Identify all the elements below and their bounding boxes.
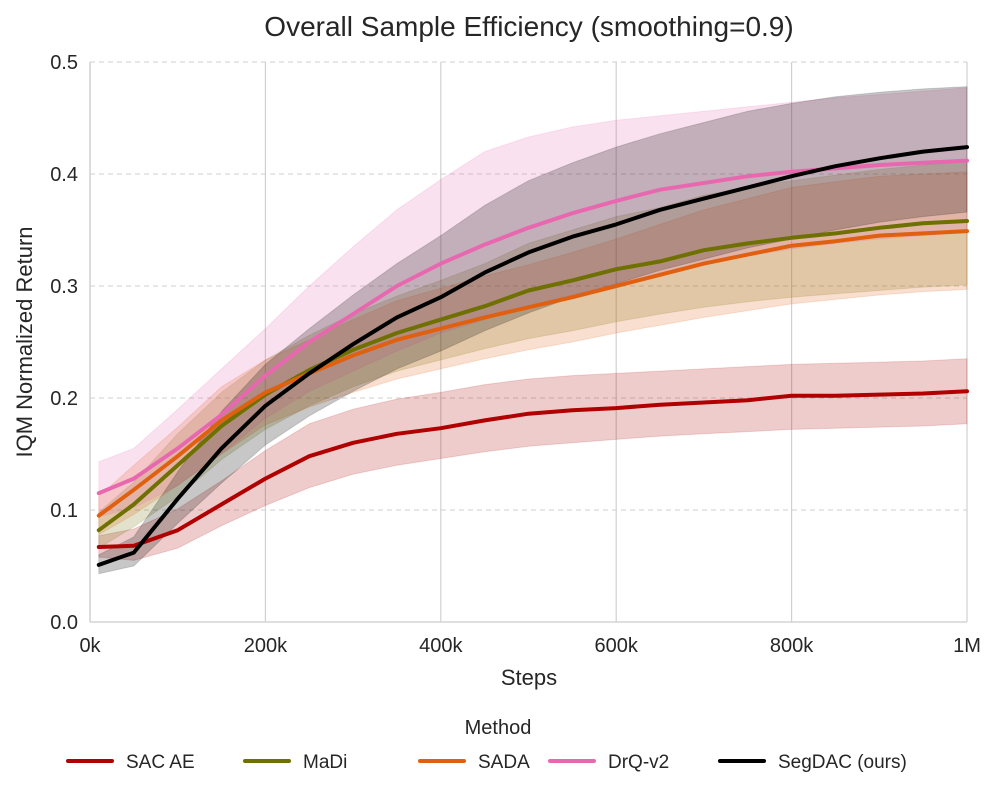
series-lines [96, 145, 969, 567]
y-tick-label: 0.0 [50, 612, 78, 634]
tick-labels: 0k 200k 400k 600k 800k 1M 0.0 0.1 0.2 0.3 0.4 0.5 [50, 52, 981, 657]
x-tick-label: 800k [770, 635, 814, 657]
x-axis-label: Steps [501, 665, 557, 690]
y-tick-label: 0.1 [50, 500, 78, 522]
line-segdac-ours [96, 145, 969, 567]
legend-label-drq-v2: DrQ-v2 [608, 752, 669, 773]
band-sada [98, 171, 968, 536]
legend-label-sac-ae: SAC AE [126, 752, 195, 773]
confidence-bands [98, 86, 968, 575]
line-sada [96, 229, 969, 518]
x-tick-label: 200k [244, 635, 288, 657]
legend-label-sada: SADA [478, 752, 530, 773]
band-segdac-ours [98, 86, 968, 575]
line-madi [96, 219, 969, 533]
band-sac-ae [98, 358, 968, 561]
legend-label-segdac-ours: SegDAC (ours) [778, 752, 907, 773]
chart-title: Overall Sample Efficiency (smoothing=0.9… [264, 11, 793, 42]
y-tick-label: 0.5 [50, 52, 78, 74]
x-tick-label: 0k [79, 635, 101, 657]
x-tick-label: 400k [419, 635, 463, 657]
legend: Method SAC AE MaDi SADA DrQ-v2 SegDAC (ours) [66, 717, 907, 773]
legend-label-madi: MaDi [303, 752, 347, 773]
band-madi [98, 161, 968, 549]
line-sac-ae [96, 389, 969, 549]
grid [89, 61, 968, 622]
y-axis-label: IQM Normalized Return [12, 226, 37, 457]
y-tick-label: 0.3 [50, 276, 78, 298]
x-tick-label: 1M [953, 635, 981, 657]
y-tick-label: 0.2 [50, 388, 78, 410]
x-tick-label: 600k [595, 635, 639, 657]
y-tick-label: 0.4 [50, 164, 78, 186]
legend-title: Method [465, 717, 532, 739]
